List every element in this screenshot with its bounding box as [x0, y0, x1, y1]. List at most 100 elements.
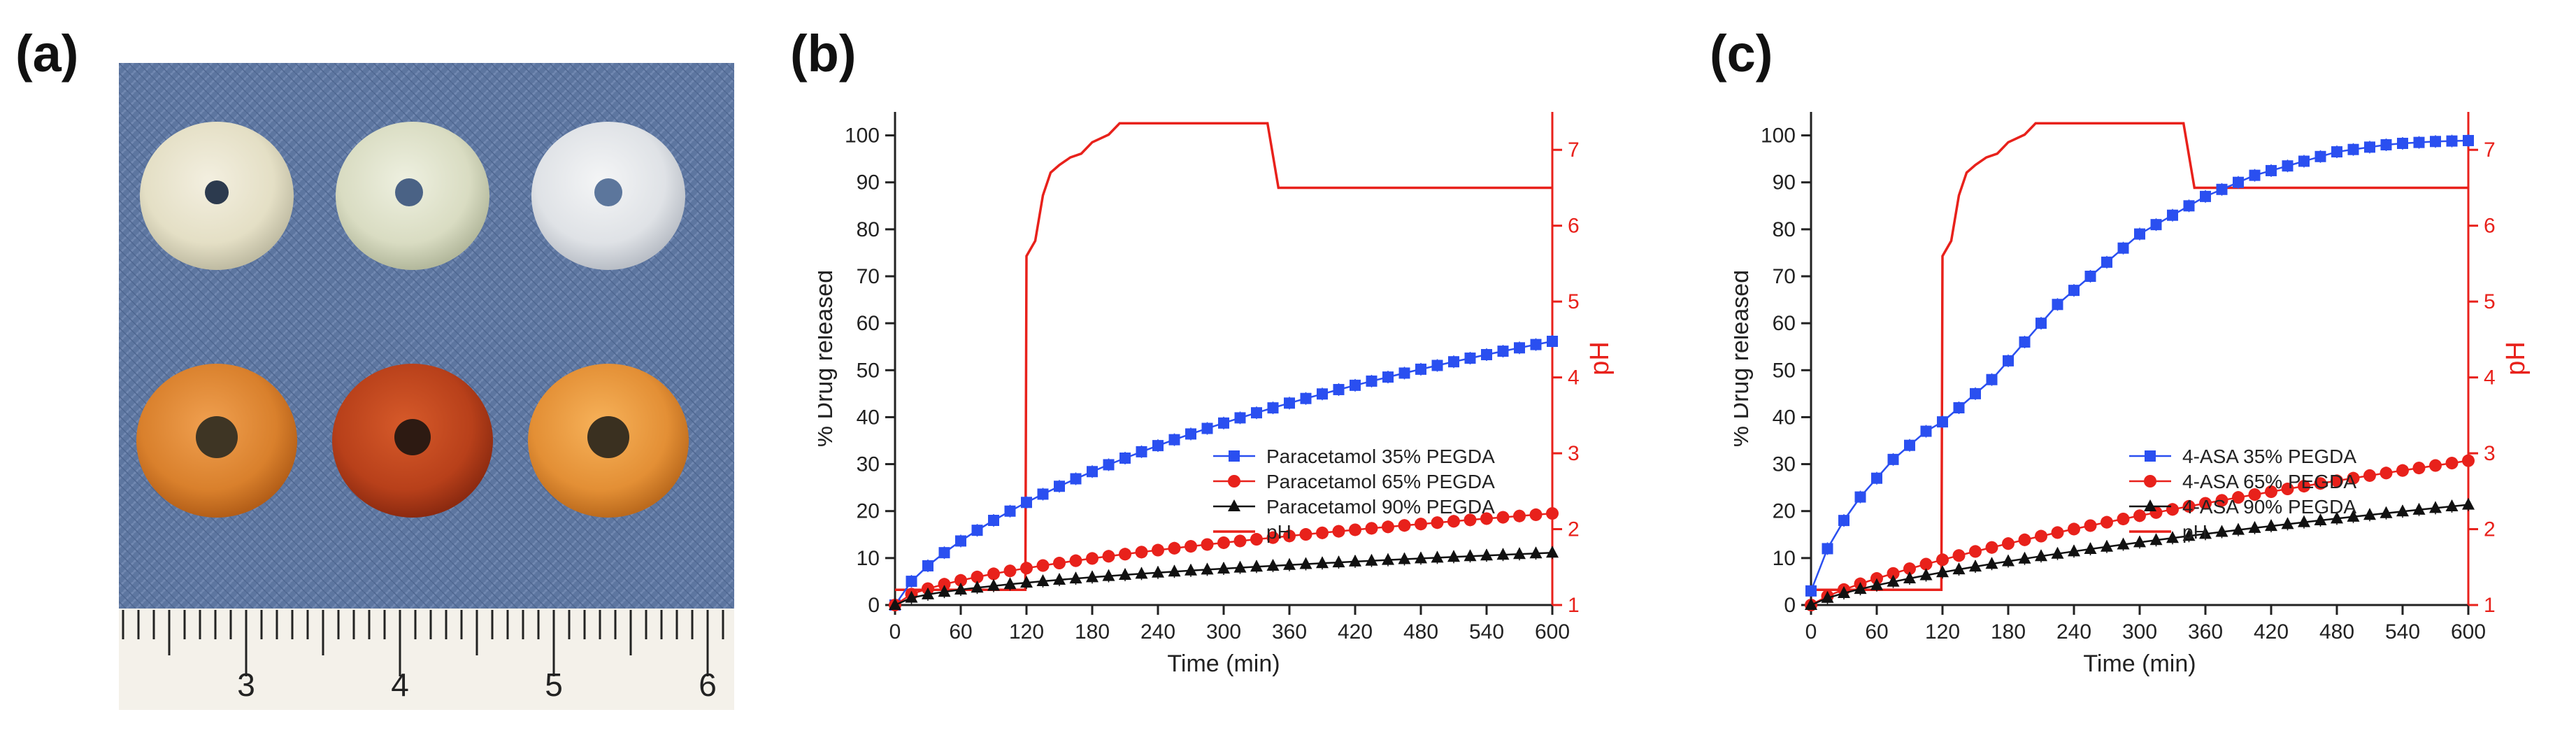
y-tick-label: 50 — [1773, 359, 1796, 382]
ph-tick-label: 2 — [1568, 518, 1580, 541]
series-2-point — [2199, 497, 2212, 510]
ph-tick-label: 1 — [1568, 594, 1580, 617]
series-2-point — [1903, 562, 1916, 576]
legend-label-series-2: 4-ASA 65% PEGDA — [2182, 471, 2356, 492]
series-1-point — [1054, 481, 1065, 492]
ph-tick-label: 2 — [2484, 518, 2496, 541]
x-tick-label: 480 — [2319, 620, 2354, 643]
x-tick-label: 240 — [1140, 620, 1175, 643]
series-2-point — [2396, 464, 2409, 477]
ph-tick-label: 4 — [1568, 367, 1580, 390]
series-3-point — [1201, 562, 1214, 575]
x-tick-label: 240 — [2056, 620, 2091, 643]
series-1-point — [2183, 200, 2195, 212]
series-1-point — [2101, 256, 2112, 268]
series-1-point — [1317, 388, 1328, 400]
x-tick-label: 420 — [1338, 620, 1373, 643]
series-3-point — [1919, 568, 1933, 581]
legend: Paracetamol 35% PEGDA Paracetamol 65% PEG… — [1213, 446, 1495, 543]
series-3-point — [1102, 569, 1115, 581]
ph-tick-label: 6 — [1568, 215, 1580, 238]
series-2-point — [1119, 548, 1131, 561]
series-1-point — [1854, 491, 1866, 503]
series-3-point — [1969, 560, 1982, 572]
series-1-point — [1887, 453, 1899, 465]
ph-tick-label: 3 — [2484, 442, 2496, 465]
series-3-point — [2166, 531, 2179, 543]
series-2-point — [971, 570, 984, 583]
y-tick-label: 30 — [1773, 453, 1796, 476]
series-1-point — [2397, 137, 2408, 149]
y-axis-label: % Drug released — [1734, 270, 1754, 447]
y-tick-label: 90 — [1773, 171, 1796, 194]
series-1-point — [2150, 219, 2162, 231]
series-1-point — [2413, 136, 2425, 148]
y-tick-label: 60 — [1773, 312, 1796, 335]
series-2-point — [2018, 533, 2031, 546]
series-3-point — [938, 585, 951, 597]
series-1-point — [1398, 367, 1410, 379]
series-3-point — [2117, 537, 2130, 550]
y-tick-label: 80 — [857, 218, 880, 241]
series-3-point — [1870, 578, 1883, 590]
series-1-point — [1037, 488, 1049, 500]
series-1-point — [2282, 160, 2294, 172]
series-1-point — [1004, 505, 1016, 517]
series-3-point — [1283, 557, 1296, 570]
y-tick-label: 40 — [857, 406, 880, 429]
y-tick-label: 100 — [845, 124, 880, 148]
series-3-point — [1513, 547, 1526, 560]
series-2-point — [2182, 499, 2196, 513]
series-3-point — [987, 578, 1000, 591]
series-1-point — [1333, 383, 1345, 395]
ph-tick-label: 5 — [2484, 290, 2496, 313]
legend-label-series-2: Paracetamol 65% PEGDA — [1266, 471, 1495, 492]
series-3-point — [1069, 571, 1082, 584]
series-2-point — [1447, 515, 1460, 528]
series-2-point — [1496, 511, 1510, 524]
series-3-point — [1952, 562, 1966, 575]
series-3-point — [2412, 502, 2426, 515]
series-2-point — [2429, 459, 2442, 472]
series-1-point — [1366, 375, 1378, 387]
series-3-point — [922, 587, 934, 599]
series-3-point — [1805, 598, 1817, 610]
series-1-point — [2117, 242, 2129, 254]
series-3-point — [1316, 556, 1329, 569]
series-3-point — [1135, 567, 1148, 579]
y-tick-label: 30 — [857, 453, 880, 476]
series-2-point — [1217, 536, 1230, 549]
x-tick-label: 420 — [2254, 620, 2289, 643]
legend-marker — [1228, 475, 1240, 488]
series-3-point — [1233, 560, 1247, 573]
x-tick-label: 180 — [1991, 620, 2026, 643]
series-2-point — [2068, 522, 2080, 536]
series-2-point — [2462, 454, 2475, 467]
x-tick-label: 60 — [949, 620, 972, 643]
series-3-point — [1332, 555, 1345, 568]
series-2-point — [1069, 554, 1082, 567]
series-2-point — [1201, 538, 1214, 551]
series-3-point — [2051, 546, 2064, 559]
series-2-point — [2035, 529, 2047, 543]
series-2-point — [1036, 559, 1050, 572]
series-1-point — [1904, 439, 1915, 451]
y-tick-label: 20 — [857, 500, 880, 523]
series-3-point — [2396, 504, 2409, 517]
panel-label-a: (a) — [15, 24, 79, 83]
y-tick-label: 20 — [1773, 500, 1796, 523]
y-tick-label: 70 — [857, 265, 880, 288]
series-2-point — [2363, 469, 2376, 482]
series-2-point — [2265, 485, 2277, 499]
series-3-point — [2281, 517, 2294, 529]
series-2-point — [1431, 516, 1444, 529]
series-3-point — [2248, 520, 2261, 533]
series-2-point — [2445, 457, 2459, 470]
series-2-point — [2051, 526, 2064, 539]
ph-tick-label: 6 — [2484, 215, 2496, 238]
series-2-point — [1185, 540, 1197, 553]
series-1-point — [1920, 425, 1932, 437]
series-3-point — [2199, 527, 2212, 539]
series-1-point — [1497, 346, 1509, 357]
series-3-point — [2380, 506, 2393, 518]
